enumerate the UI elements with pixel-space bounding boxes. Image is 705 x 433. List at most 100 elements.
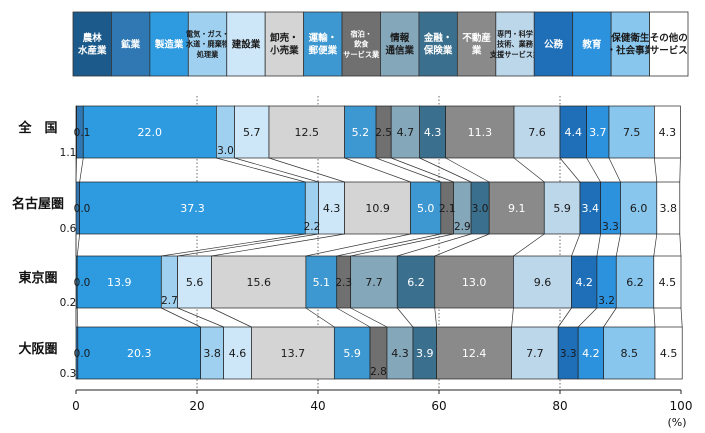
bar-segment [654, 105, 681, 159]
connector-line [76, 233, 80, 257]
connector-line [559, 157, 581, 183]
category-label: 全 国 [17, 120, 57, 136]
category-label: 名古屋圏 [12, 196, 64, 212]
legend-swatch [418, 11, 458, 77]
legend-label: 教育 [581, 38, 602, 50]
category-label: 東京圏 [18, 270, 57, 286]
data-label: 20.3 [127, 347, 152, 360]
legend-label: 専門・科学技術、業務支援サービス業 [489, 29, 541, 58]
data-label: 22.0 [138, 126, 163, 139]
bar-segment [344, 181, 411, 235]
data-label: 3.3 [560, 348, 577, 360]
data-label: 2.7 [161, 295, 178, 307]
connector-line [615, 233, 621, 257]
data-label: 1.1 [60, 147, 77, 159]
x-axis: 0 20 40 60 80 100 (%) [72, 389, 692, 429]
data-label: 0.0 [74, 203, 91, 215]
connector-line [391, 157, 454, 183]
bar-segment [223, 326, 252, 380]
connector-line [79, 157, 84, 183]
data-label: 0.6 [60, 223, 77, 235]
connector-line [679, 157, 681, 183]
connector-line [268, 157, 345, 183]
bar-segment [620, 181, 658, 235]
x-tick-label: 0 [72, 399, 80, 413]
connector-line [513, 157, 545, 183]
legend-label: 運輸・郵便業 [309, 32, 338, 57]
bar-segment [177, 255, 212, 309]
data-label: 9.6 [534, 276, 552, 289]
connector-line [350, 233, 454, 257]
bar-segment [251, 326, 335, 380]
connector-line [571, 233, 581, 257]
bar-segment [76, 255, 162, 309]
connector-line [350, 307, 388, 328]
connector-line [305, 233, 411, 257]
connector-line [680, 307, 683, 328]
data-label: 37.3 [180, 202, 205, 215]
bar-segment [211, 255, 307, 309]
legend-swatch [572, 11, 612, 77]
connector-line [76, 307, 79, 328]
connector-line [586, 157, 601, 183]
data-label: 9.1 [508, 202, 526, 215]
data-label: 5.2 [352, 126, 370, 139]
data-label: 3.9 [416, 347, 434, 360]
bar-segment [577, 326, 604, 380]
connector-line [577, 307, 598, 328]
bar-segment [654, 326, 683, 380]
data-label: 5.9 [343, 347, 361, 360]
legend-swatch [264, 11, 305, 77]
data-label: 6.0 [630, 202, 648, 215]
bar-segment [559, 105, 587, 159]
legend-swatch [495, 11, 535, 77]
data-label: 3.3 [602, 221, 619, 233]
legend-label: 宿泊・飲食サービス業 [343, 29, 380, 58]
legend-swatch [72, 11, 112, 77]
bar-segment [511, 326, 559, 380]
bar-segment [488, 181, 545, 235]
data-label: 4.5 [660, 347, 678, 360]
bars [75, 105, 683, 380]
data-label: 0.3 [60, 368, 77, 380]
bar-segment [268, 105, 345, 159]
legend-swatch [610, 11, 650, 77]
connector-line [336, 307, 371, 328]
data-label: 5.0 [417, 202, 435, 215]
segment-connectors [75, 157, 683, 328]
bar-segment [77, 326, 201, 380]
connector-line [513, 233, 545, 257]
data-label: 13.0 [462, 276, 487, 289]
x-unit-label: (%) [667, 416, 686, 429]
legend: 農林水産業 鉱業 製造業電気・ガス・水道・廃棄物処理業建設業卸売・小売業運輸・郵便業… [72, 11, 689, 77]
connector-line [653, 233, 658, 257]
bar-segment [434, 255, 514, 309]
data-label: 12.4 [462, 347, 487, 360]
data-label: 6.2 [407, 276, 425, 289]
connector-line [336, 233, 441, 257]
bar-segment [234, 105, 270, 159]
data-label: 7.7 [365, 276, 383, 289]
connector-line [419, 157, 472, 183]
legend-label: 情報通信業 [385, 32, 414, 57]
data-label: 2.8 [370, 366, 387, 378]
data-label: 3.4 [582, 202, 600, 215]
connector-line [211, 233, 345, 257]
connector-line [557, 307, 572, 328]
connector-line [216, 157, 306, 183]
connector-line [234, 157, 319, 183]
data-label: 3.2 [598, 295, 615, 307]
data-label: 3.8 [203, 347, 221, 360]
data-label: 2.2 [304, 221, 321, 233]
data-label: 6.2 [626, 276, 644, 289]
legend-swatch [187, 11, 228, 77]
connector-line [654, 157, 658, 183]
x-tick-label: 20 [189, 399, 204, 413]
connector-line [397, 233, 472, 257]
data-label: 4.6 [229, 347, 247, 360]
data-label: 7.6 [528, 126, 546, 139]
connector-line [177, 233, 319, 257]
legend-swatch [533, 11, 574, 77]
bar-segment [333, 326, 371, 380]
bar-segment [445, 105, 515, 159]
